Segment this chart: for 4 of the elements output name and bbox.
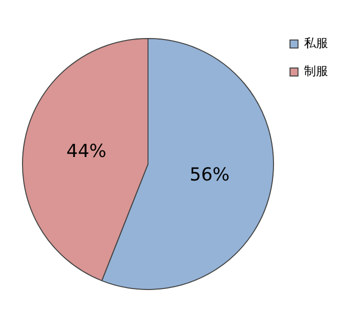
- data-label: 56%: [190, 164, 230, 186]
- legend-label: 私服: [304, 36, 328, 50]
- data-label: 44%: [66, 140, 106, 162]
- legend-label: 制服: [304, 64, 328, 78]
